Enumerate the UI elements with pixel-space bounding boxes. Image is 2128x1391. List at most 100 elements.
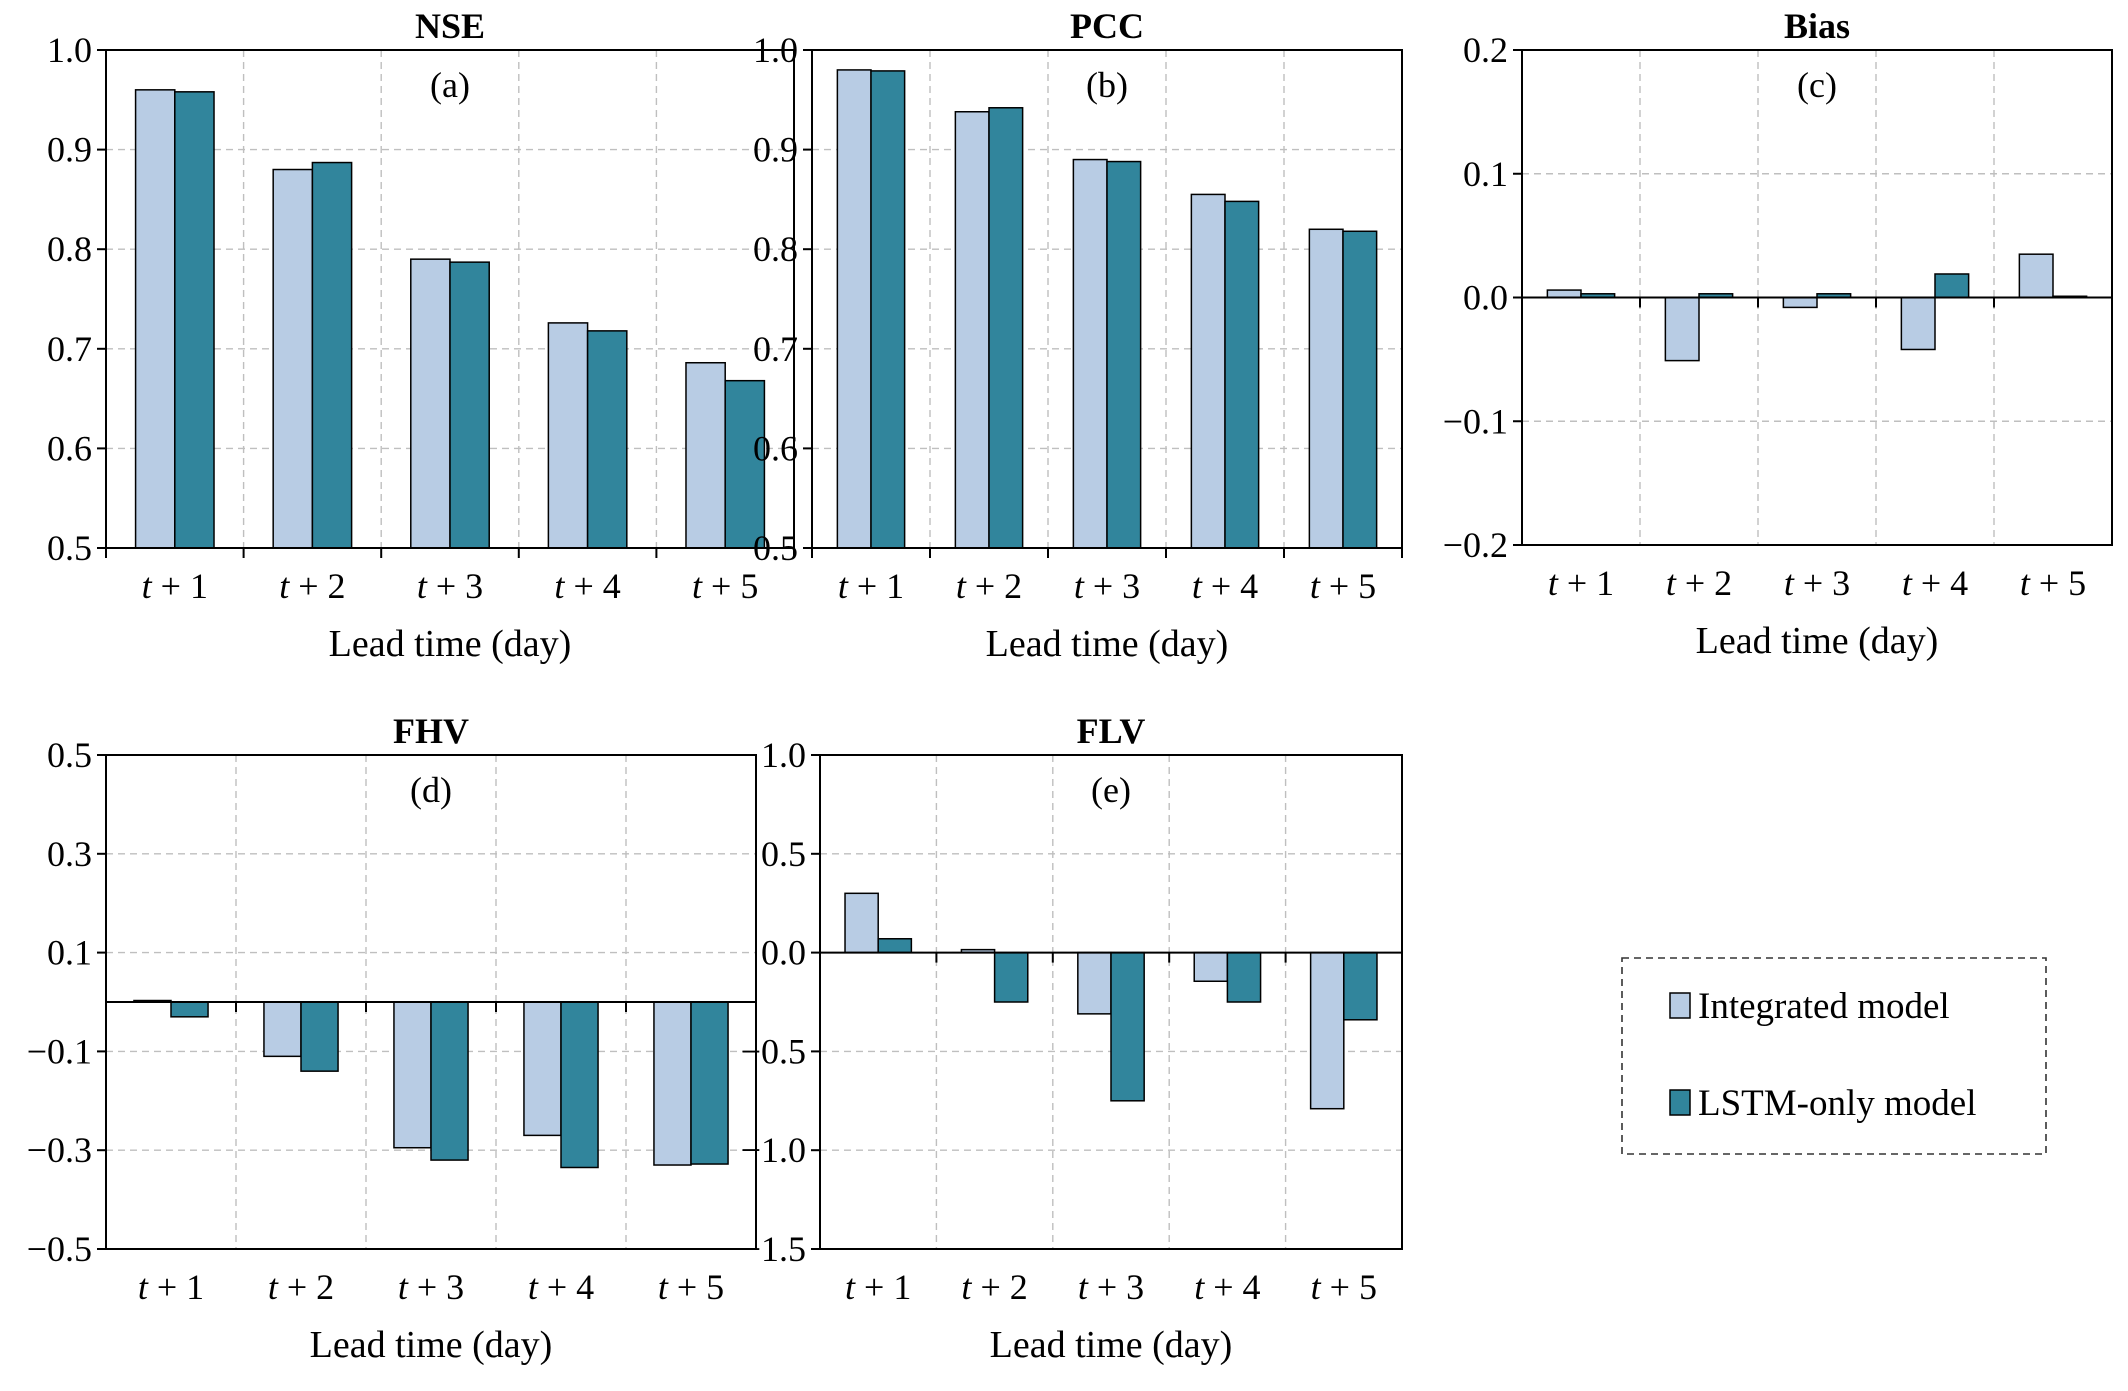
bar-lstm-4 bbox=[1226, 951, 1262, 1003]
bar-integrated-4 bbox=[1193, 951, 1229, 983]
y-tick-label: 0.3 bbox=[47, 834, 92, 874]
bar-integrated-4 bbox=[1900, 296, 1936, 351]
chart-panel-pcc: 0.5 0.6 0.7 0.8 0.9 1.0 t + 1 t + 2 t + 3 t + 4 t … bbox=[753, 6, 1403, 665]
bar-lstm-2 bbox=[993, 951, 1029, 1003]
y-tick-label: 0.2 bbox=[1463, 30, 1508, 70]
y-tick-label: 0.6 bbox=[753, 428, 798, 468]
y-tick-label: −1.0 bbox=[741, 1130, 806, 1170]
y-tick-label: −0.1 bbox=[27, 1031, 92, 1071]
bar-lstm-4 bbox=[586, 330, 628, 549]
y-tick-label: 0.8 bbox=[47, 229, 92, 269]
bar-lstm-4 bbox=[1934, 273, 1970, 299]
x-tick-label: t + 2 bbox=[279, 566, 345, 606]
x-tick-label: t + 2 bbox=[961, 1267, 1027, 1307]
x-tick-label: t + 4 bbox=[1194, 1267, 1260, 1307]
x-tick-label: t + 3 bbox=[1074, 566, 1140, 606]
y-tick-label: −1.5 bbox=[741, 1229, 806, 1269]
x-tick-label: t + 1 bbox=[1548, 563, 1614, 603]
x-tick-label: t + 4 bbox=[528, 1267, 594, 1307]
x-axis-title: Lead time (day) bbox=[986, 623, 1229, 665]
x-tick-label: t + 3 bbox=[398, 1267, 464, 1307]
x-tick-label: t + 3 bbox=[1784, 563, 1850, 603]
panel-tag: (b) bbox=[1086, 65, 1128, 105]
y-tick-label: 1.0 bbox=[47, 30, 92, 70]
bar-lstm-5 bbox=[1342, 230, 1378, 549]
bar-lstm-1 bbox=[170, 1001, 209, 1018]
panel-title: FLV bbox=[1077, 711, 1146, 751]
plot-frame bbox=[105, 49, 795, 549]
bar-integrated-1 bbox=[134, 89, 176, 549]
y-tick-label: 0.6 bbox=[47, 428, 92, 468]
y-tick-label: 0.7 bbox=[753, 329, 798, 369]
plot-frame bbox=[819, 754, 1403, 1250]
bar-integrated-4 bbox=[547, 322, 589, 549]
y-tick-label: 1.0 bbox=[753, 30, 798, 70]
x-tick-label: t + 1 bbox=[838, 566, 904, 606]
y-tick-label: 1.0 bbox=[761, 735, 806, 775]
y-tick-label: 0.9 bbox=[47, 130, 92, 170]
x-axis-title: Lead time (day) bbox=[310, 1324, 553, 1366]
y-tick-label: 0.0 bbox=[761, 933, 806, 973]
y-tick-label: −0.5 bbox=[741, 1031, 806, 1071]
x-tick-label: t + 3 bbox=[1078, 1267, 1144, 1307]
bar-integrated-5 bbox=[685, 361, 726, 549]
panel-title: Bias bbox=[1784, 6, 1850, 46]
bar-lstm-1 bbox=[174, 91, 215, 549]
y-tick-label: −0.1 bbox=[1443, 401, 1508, 441]
y-tick-label: −0.5 bbox=[27, 1229, 92, 1269]
x-tick-label: t + 5 bbox=[658, 1267, 724, 1307]
y-tick-label: 0.7 bbox=[47, 329, 92, 369]
panel-tag: (a) bbox=[430, 65, 470, 105]
x-tick-label: t + 5 bbox=[1310, 566, 1376, 606]
y-tick-label: 0.5 bbox=[47, 735, 92, 775]
x-tick-label: t + 2 bbox=[268, 1267, 334, 1307]
bar-lstm-2 bbox=[300, 1001, 339, 1072]
bar-lstm-4 bbox=[560, 1001, 599, 1169]
bar-integrated-3 bbox=[1072, 158, 1108, 549]
panel-tag: (e) bbox=[1091, 770, 1131, 810]
bar-integrated-5 bbox=[1309, 951, 1345, 1110]
x-tick-label: t + 1 bbox=[142, 566, 208, 606]
bar-integrated-1 bbox=[844, 892, 879, 954]
panel-tag: (d) bbox=[410, 770, 452, 810]
x-axis-title: Lead time (day) bbox=[329, 623, 572, 665]
bar-lstm-2 bbox=[988, 107, 1024, 549]
plot-frame bbox=[811, 49, 1403, 549]
y-tick-label: 0.9 bbox=[753, 130, 798, 170]
y-tick-label: −0.3 bbox=[27, 1130, 92, 1170]
bar-integrated-1 bbox=[1546, 289, 1582, 299]
y-tick-label: −0.2 bbox=[1443, 525, 1508, 565]
bar-lstm-3 bbox=[449, 261, 490, 549]
bar-integrated-2 bbox=[954, 111, 990, 549]
bar-integrated-3 bbox=[393, 1001, 432, 1149]
y-tick-label: 0.5 bbox=[761, 834, 806, 874]
chart-panel-nse: 0.5 0.6 0.7 0.8 0.9 1.0 t + 1 t + 2 t + 3 t + 4 t … bbox=[47, 6, 795, 665]
x-tick-label: t + 1 bbox=[845, 1267, 911, 1307]
x-axis-title: Lead time (day) bbox=[1696, 620, 1939, 662]
x-tick-label: t + 5 bbox=[2020, 563, 2086, 603]
bar-integrated-4 bbox=[523, 1001, 562, 1137]
legend-swatch-integrated bbox=[1669, 992, 1691, 1019]
y-tick-label: 0.0 bbox=[1463, 278, 1508, 318]
bar-integrated-5 bbox=[653, 1001, 692, 1166]
bar-integrated-2 bbox=[263, 1001, 302, 1058]
plot-frame bbox=[105, 754, 757, 1250]
bar-integrated-3 bbox=[1782, 296, 1818, 309]
y-tick-label: 0.1 bbox=[47, 933, 92, 973]
bar-lstm-1 bbox=[877, 938, 913, 954]
chart-panel-bias: −0.2 −0.1 0.0 0.1 0.2 t + 1 t + 2 t + 3 t + 4 t +… bbox=[1443, 6, 2113, 662]
legend: Integrated model LSTM-only model bbox=[1621, 957, 2047, 1155]
bar-integrated-5 bbox=[1308, 228, 1344, 549]
x-tick-label: t + 2 bbox=[1666, 563, 1732, 603]
bar-integrated-5 bbox=[2018, 253, 2054, 299]
bar-lstm-4 bbox=[1224, 200, 1260, 549]
panel-title: NSE bbox=[415, 6, 485, 46]
bar-integrated-2 bbox=[272, 168, 314, 549]
panel-title: FHV bbox=[393, 711, 469, 751]
bar-lstm-3 bbox=[1106, 160, 1142, 549]
legend-frame bbox=[1621, 957, 2047, 1155]
y-tick-label: 0.5 bbox=[47, 528, 92, 568]
bar-lstm-3 bbox=[430, 1001, 469, 1161]
x-tick-label: t + 5 bbox=[1311, 1267, 1377, 1307]
